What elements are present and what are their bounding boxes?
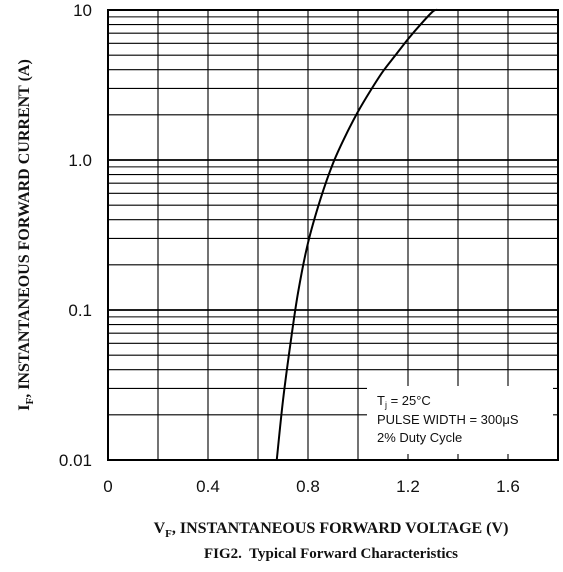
y-tick-label: 0.01 <box>59 451 92 470</box>
note-duty-cycle: 2% Duty Cycle <box>377 430 462 445</box>
test-conditions-note: Tj = 25°C PULSE WIDTH = 300μS 2% Duty Cy… <box>367 386 553 454</box>
plot-frame <box>107 9 559 461</box>
grid <box>108 10 558 460</box>
x-tick-label: 0 <box>103 477 112 496</box>
x-axis-text: , INSTANTANEOUS FORWARD VOLTAGE (V) <box>172 520 509 537</box>
x-axis-subscript: F <box>165 528 172 540</box>
figure-caption: FIG2. Typical Forward Characteristics <box>204 546 458 562</box>
note-tj-subscript: j <box>384 400 387 410</box>
forward-current-curve <box>275 8 439 461</box>
y-axis-symbol: I <box>16 405 33 411</box>
y-axis-subscript: F <box>24 398 36 405</box>
note-background <box>367 386 553 454</box>
x-axis-symbol: V <box>154 520 166 537</box>
y-axis-title: IF, INSTANTANEOUS FORWARD CURRENT (A) <box>16 59 36 411</box>
note-tj-text: = 25°C <box>387 393 431 408</box>
tick-labels: 0 0.4 0.8 1.2 1.6 0.01 0.1 1.0 10 <box>59 1 520 496</box>
curve-layer <box>275 8 439 461</box>
y-tick-label: 1.0 <box>68 151 92 170</box>
y-axis-text: , INSTANTANEOUS FORWARD CURRENT (A) <box>16 59 33 398</box>
x-axis-title: VF, INSTANTANEOUS FORWARD VOLTAGE (V) <box>154 520 509 540</box>
y-tick-label: 10 <box>73 1 92 20</box>
note-pulse-width: PULSE WIDTH = 300μS <box>377 412 519 427</box>
note-tj: Tj = 25°C <box>377 393 431 410</box>
x-tick-label: 0.4 <box>196 477 220 496</box>
note-tj-symbol: T <box>377 393 385 408</box>
x-tick-label: 1.6 <box>496 477 520 496</box>
x-tick-label: 0.8 <box>296 477 320 496</box>
x-tick-label: 1.2 <box>396 477 420 496</box>
y-tick-label: 0.1 <box>68 301 92 320</box>
